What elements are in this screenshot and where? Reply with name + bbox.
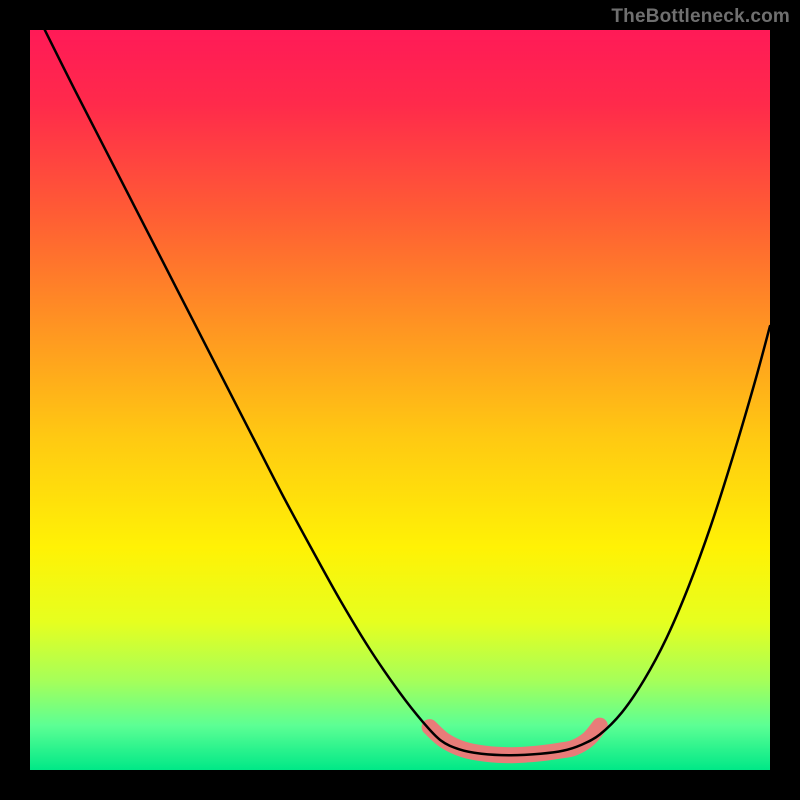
chart-frame: TheBottleneck.com [0,0,800,800]
gradient-background [30,30,770,770]
chart-svg [30,30,770,770]
plot-area [30,30,770,770]
watermark-label: TheBottleneck.com [611,6,790,28]
